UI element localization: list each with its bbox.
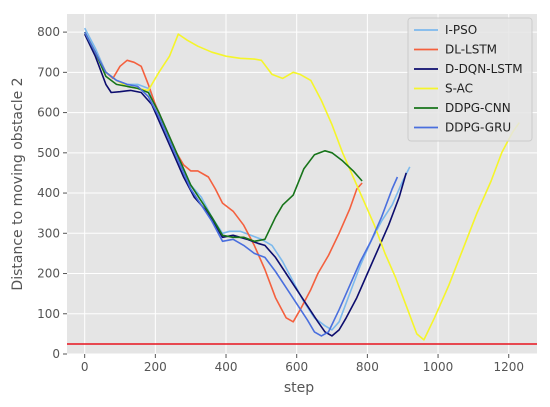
legend-label: D-DQN-LSTM: [445, 62, 523, 76]
legend-box: [407, 17, 533, 142]
series-line-dl-lstm: [83, 31, 363, 323]
y-tick-label: 0: [52, 347, 60, 361]
x-tick-label: 1200: [493, 360, 524, 374]
series-line-i-pso: [83, 27, 411, 331]
y-tick-label: 700: [37, 65, 60, 79]
legend-label: I-PSO: [445, 23, 477, 37]
series-layer: [83, 27, 520, 341]
y-tick-label: 600: [37, 106, 60, 120]
y-tick-label: 500: [37, 146, 60, 160]
series-line-s-ac: [83, 31, 520, 341]
legend-label: DDPG-GRU: [445, 121, 511, 135]
y-axis-label: Distance to moving obstacle 2: [10, 77, 26, 290]
y-tick-label: 200: [37, 267, 60, 281]
x-tick-label: 400: [215, 360, 238, 374]
y-axis-ticks: 0 100 200 300 400 500 600 700 800: [37, 25, 67, 361]
x-tick-label: 0: [81, 360, 89, 374]
y-tick-label: 300: [37, 226, 60, 240]
x-tick-label: 800: [356, 360, 379, 374]
y-tick-label: 100: [37, 307, 60, 321]
legend-label: S-AC: [445, 82, 473, 96]
legend-label: DL-LSTM: [445, 43, 497, 57]
series-line-ddpg-gru: [83, 31, 399, 337]
legend: I-PSO DL-LSTM D-DQN-LSTM S-AC DDPG-CNN DDPG-G…: [407, 17, 533, 142]
x-tick-label: 1000: [423, 360, 454, 374]
legend-label: DDPG-CNN: [445, 101, 511, 115]
y-tick-label: 400: [37, 186, 60, 200]
y-tick-label: 800: [37, 25, 60, 39]
series-line-ddpg-cnn: [83, 31, 363, 243]
x-tick-label: 200: [144, 360, 167, 374]
x-axis-label: step: [284, 380, 314, 396]
x-tick-label: 600: [285, 360, 308, 374]
x-axis-ticks: 0 200 400 600 800 1000 1200: [81, 354, 524, 374]
grid: [67, 14, 537, 355]
